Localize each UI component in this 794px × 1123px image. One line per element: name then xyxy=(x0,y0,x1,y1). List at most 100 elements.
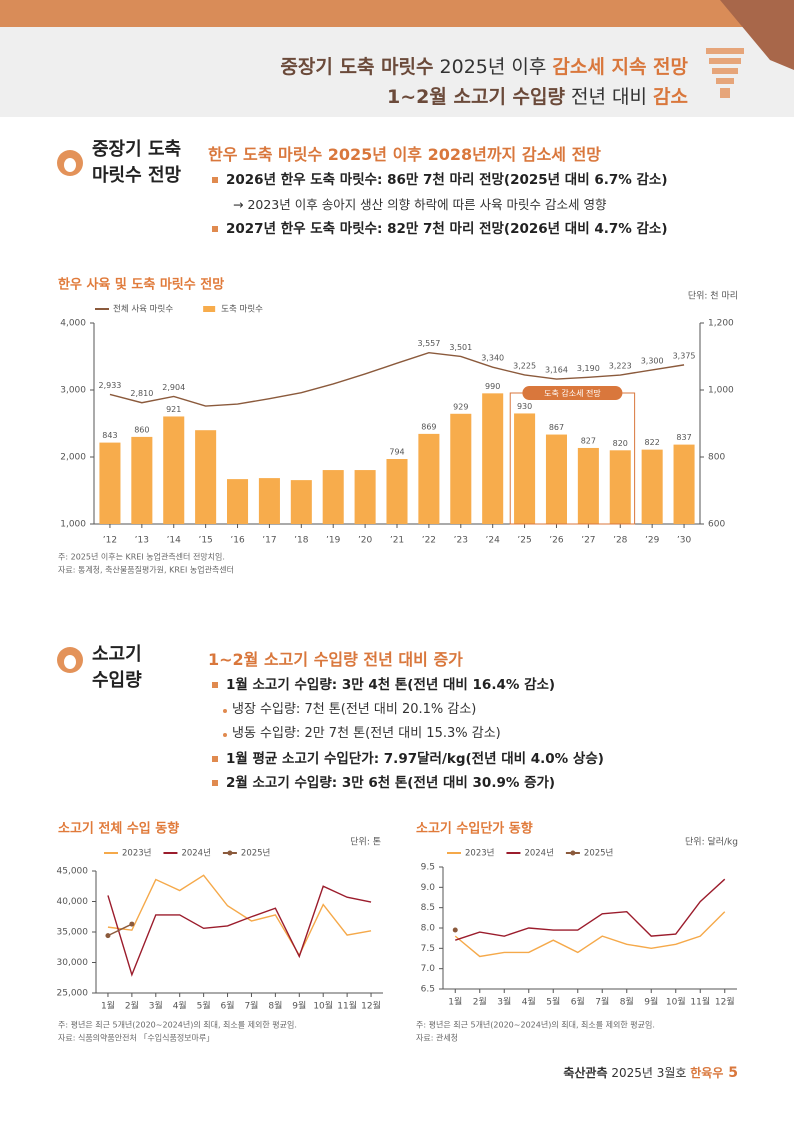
legend-label: 2025년 xyxy=(241,848,270,859)
x-tick-label: ’21 xyxy=(390,536,404,546)
line xyxy=(455,878,726,941)
bar xyxy=(482,393,504,524)
value-label: 2,810 xyxy=(130,389,153,398)
x-tick-label: ’22 xyxy=(422,536,436,546)
chart-title: 한우 사육 및 도축 마릿수 전망 xyxy=(58,277,224,293)
x-tick-label: 3월 xyxy=(149,1000,163,1012)
x-tick-label: 5월 xyxy=(197,1000,211,1012)
value-label: 3,340 xyxy=(481,354,504,363)
legend-marker xyxy=(570,850,576,856)
header-band xyxy=(0,27,794,117)
x-tick-label: ’17 xyxy=(262,536,276,546)
annotation-pill xyxy=(522,386,623,400)
x-tick-label: ’23 xyxy=(454,536,468,546)
value-label: 3,223 xyxy=(609,362,632,371)
bar xyxy=(322,470,344,524)
y-tick-label: 35,000 xyxy=(57,928,89,938)
legend-label: 도축 마릿수 xyxy=(221,304,263,315)
section-heading: 1~2월 소고기 수입량 전년 대비 증가 xyxy=(208,650,463,669)
value-label: 860 xyxy=(134,425,149,434)
x-tick-label: ’20 xyxy=(358,536,373,546)
y2-tick-label: 1,000 xyxy=(708,386,734,396)
y2-tick-label: 1,200 xyxy=(708,319,734,329)
y-tick-label: 8.0 xyxy=(421,924,436,934)
line xyxy=(107,923,133,937)
x-tick-label: 7월 xyxy=(244,1000,258,1012)
y-tick-label: 4,000 xyxy=(60,319,86,329)
marker xyxy=(129,921,135,927)
bar xyxy=(609,450,631,524)
note: 자료: 관세청 xyxy=(416,1033,458,1043)
y-tick-label: 40,000 xyxy=(57,897,89,907)
y-tick-label: 7.5 xyxy=(421,944,435,954)
corner xyxy=(720,0,794,70)
y-tick-label: 6.5 xyxy=(421,985,435,995)
bar xyxy=(641,449,663,524)
x-tick-label: 5월 xyxy=(546,996,560,1008)
x-tick-label: 2월 xyxy=(125,1000,139,1012)
y-tick-label: 25,000 xyxy=(57,989,89,999)
x-tick-label: 8월 xyxy=(268,1000,282,1012)
line xyxy=(454,911,726,958)
header-line: 1~2월 소고기 수입량 전년 대비 감소 xyxy=(387,82,688,109)
section-label: 소고기 xyxy=(92,644,142,665)
unit: 단위: 달러/kg xyxy=(685,836,738,848)
chart-title: 소고기 수입단가 동향 xyxy=(416,821,533,837)
unit: 단위: 톤 xyxy=(350,837,381,848)
footer: 축산관측 2025년 3월호 한육우 5 xyxy=(563,1064,738,1081)
x-tick-label: 12월 xyxy=(361,1000,381,1012)
legend-label: 2025년 xyxy=(584,848,613,859)
value-label: 990 xyxy=(485,382,500,391)
value-label: 837 xyxy=(676,433,691,442)
bar xyxy=(195,430,217,524)
section-label: 중장기 도축 xyxy=(92,139,182,160)
hl: 1~2월 소고기 수입량 xyxy=(387,86,565,108)
value-label: 3,557 xyxy=(417,339,440,348)
value-label: 3,225 xyxy=(513,361,536,370)
x-tick-label: 2월 xyxy=(473,996,487,1008)
bullet: 냉장 수입량: 7천 톤(전년 대비 20.1% 감소) xyxy=(222,701,476,719)
bar xyxy=(131,436,153,524)
bar xyxy=(514,413,536,524)
x-tick-label: ’18 xyxy=(294,536,309,546)
y-tick-label: 8.5 xyxy=(421,903,435,913)
x-tick-label: ’30 xyxy=(677,536,692,546)
legend-label: 전체 사육 마릿수 xyxy=(113,304,173,315)
y-tick-label: 1,000 xyxy=(60,520,86,530)
note: 자료: 통계청, 축산물품질평가원, KREI 농업관측센터 xyxy=(58,565,234,575)
bar xyxy=(227,479,249,524)
note: 주: 2025년 이후는 KREI 농업관측센터 전망치임. xyxy=(58,552,225,562)
y2-tick-label: 800 xyxy=(708,453,725,463)
hl: 감소 xyxy=(653,86,688,108)
value-label: 3,375 xyxy=(673,351,696,360)
bullet: 2027년 한우 도축 마릿수: 82만 7천 마리 전망(2026년 대비 4… xyxy=(210,220,668,238)
f: 2025년 3월호 xyxy=(607,1066,691,1080)
x-tick-label: 9월 xyxy=(644,996,658,1008)
y-tick-label: 2,000 xyxy=(60,453,86,463)
x-tick-label: 6월 xyxy=(221,1000,235,1012)
f: 5 xyxy=(723,1065,738,1081)
y-tick-label: 9.5 xyxy=(421,863,435,873)
line xyxy=(107,885,372,977)
x-tick-label: ’12 xyxy=(103,536,117,546)
x-tick-label: 10월 xyxy=(666,996,686,1008)
value-label: 820 xyxy=(613,439,628,448)
x-tick-label: ’29 xyxy=(645,536,660,546)
x-tick-label: 7월 xyxy=(595,996,609,1008)
bar xyxy=(290,480,312,524)
bar xyxy=(99,442,121,524)
icon xyxy=(57,150,83,176)
x-tick-label: ’28 xyxy=(613,536,628,546)
value-label: 3,300 xyxy=(641,356,664,365)
bar xyxy=(386,459,408,524)
x-tick-label: ’24 xyxy=(486,536,501,546)
x-tick-label: ’27 xyxy=(581,536,595,546)
bar xyxy=(354,470,376,524)
value-label: 843 xyxy=(102,431,117,440)
bar xyxy=(673,444,695,524)
value-label: 867 xyxy=(549,423,564,432)
bullet: 1월 소고기 수입량: 3만 4천 톤(전년 대비 16.4% 감소) xyxy=(210,676,555,694)
value-label: 3,164 xyxy=(545,366,568,375)
